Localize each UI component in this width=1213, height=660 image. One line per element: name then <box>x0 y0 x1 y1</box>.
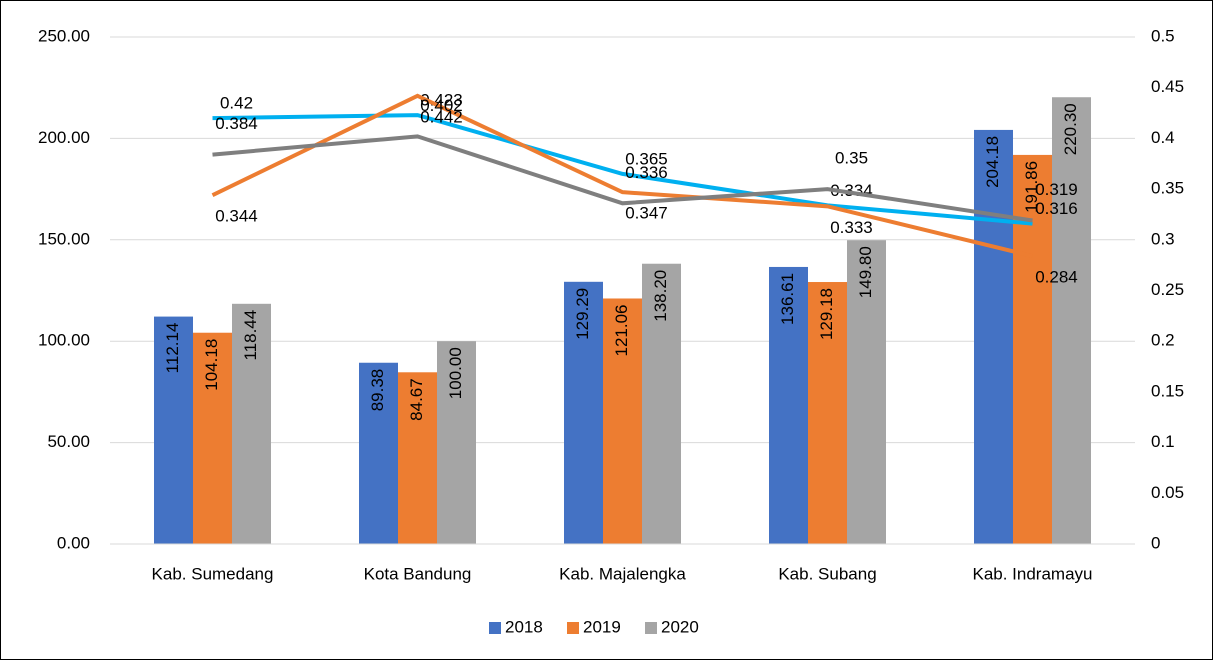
y-tick-label: 50.00 <box>47 432 90 451</box>
legend-label: 2018 <box>505 617 543 636</box>
y2-tick-label: 0.4 <box>1151 128 1175 147</box>
bar-value-label: 129.29 <box>573 288 592 340</box>
legend-swatch <box>567 622 579 634</box>
bar-value-label: 118.44 <box>241 310 260 361</box>
bar-value-label: 220.30 <box>1061 103 1080 155</box>
y2-tick-label: 0.05 <box>1151 483 1184 502</box>
bar-value-label: 121.06 <box>612 304 631 356</box>
line-value-label: 0.423 <box>420 91 463 110</box>
line-value-label: 0.344 <box>215 207 258 226</box>
bar-value-label: 138.20 <box>651 270 670 322</box>
bar-value-label: 149.80 <box>856 246 875 298</box>
line-value-label: 0.442 <box>420 107 463 126</box>
line-value-label: 0.347 <box>625 204 668 223</box>
y2-tick-label: 0.1 <box>1151 432 1175 451</box>
line-value-label: 0.336 <box>625 163 668 182</box>
bar <box>1052 97 1091 544</box>
bar-value-label: 112.14 <box>163 323 182 374</box>
line-value-label: 0.42 <box>220 94 253 113</box>
legend-swatch <box>489 622 501 634</box>
line-value-label: 0.365 <box>625 149 668 168</box>
y-tick-label: 0.00 <box>57 533 90 552</box>
y-tick-label: 100.00 <box>38 331 90 350</box>
bar <box>642 263 681 544</box>
bar <box>974 129 1013 544</box>
y2-tick-label: 0.35 <box>1151 179 1184 198</box>
bar <box>437 341 476 544</box>
y2-tick-label: 0 <box>1151 533 1160 552</box>
y-tick-label: 150.00 <box>38 229 90 248</box>
line-series <box>211 93 1033 258</box>
line-value-label: 0.319 <box>1035 180 1078 199</box>
bar-value-label: 104.18 <box>202 339 221 391</box>
x-tick-label: Kab. Sumedang <box>152 564 274 583</box>
bar-value-label: 84.67 <box>407 378 426 421</box>
y2-tick-label: 0.5 <box>1151 26 1175 45</box>
legend-swatch <box>645 622 657 634</box>
bar <box>564 281 603 544</box>
y2-tick-label: 0.15 <box>1151 381 1184 400</box>
y-tick-label: 200.00 <box>38 128 90 147</box>
y2-tick-label: 0.25 <box>1151 280 1184 299</box>
legend-label: 2019 <box>583 617 621 636</box>
x-tick-label: Kab. Majalengka <box>559 564 686 583</box>
line-value-label: 0.35 <box>835 149 868 168</box>
legend-label: 2020 <box>661 617 699 636</box>
bar <box>359 362 398 544</box>
x-tick-label: Kota Bandung <box>364 564 472 583</box>
line-value-label: 0.333 <box>830 218 873 237</box>
line-series <box>212 134 1033 223</box>
bar-value-label: 204.18 <box>983 136 1002 188</box>
bar-value-label: 129.18 <box>817 288 836 340</box>
bar <box>808 282 847 544</box>
y2-tick-label: 0.3 <box>1151 229 1175 248</box>
line-value-label: 0.384 <box>215 114 258 133</box>
line-value-label: 0.402 <box>420 96 463 115</box>
line-value-label: 0.284 <box>1035 268 1078 287</box>
bar-value-label: 89.38 <box>368 369 387 412</box>
y2-tick-label: 0.2 <box>1151 331 1175 350</box>
bar <box>232 303 271 544</box>
x-tick-label: Kab. Indramayu <box>972 564 1092 583</box>
bar <box>154 316 193 544</box>
y2-tick-label: 0.45 <box>1151 77 1184 96</box>
bar-value-label: 136.61 <box>778 273 797 325</box>
bar <box>769 266 808 544</box>
line-value-label: 0.316 <box>1035 199 1078 218</box>
y-tick-label: 250.00 <box>38 26 90 45</box>
bar <box>398 372 437 544</box>
bar <box>847 240 886 544</box>
bar <box>603 298 642 544</box>
bar-value-label: 100.00 <box>446 347 465 399</box>
bar-value-label: 191.86 <box>1022 161 1041 213</box>
line-series <box>212 113 1033 226</box>
bar <box>193 332 232 544</box>
x-tick-label: Kab. Subang <box>778 564 876 583</box>
